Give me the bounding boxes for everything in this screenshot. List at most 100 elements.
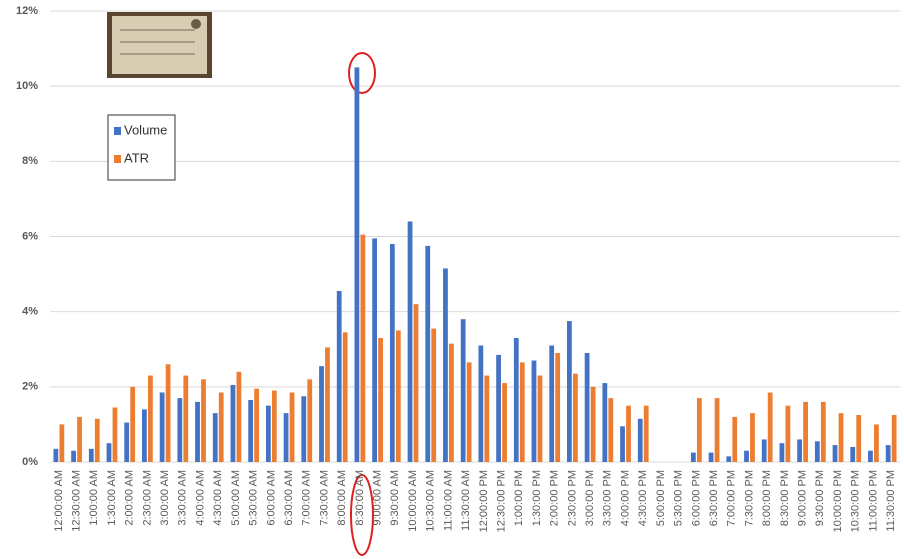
- x-tick-label: 4:00:00 PM: [619, 470, 631, 526]
- x-tick-label: 7:30:00 PM: [743, 470, 755, 526]
- bar: [201, 379, 206, 462]
- legend-label: Volume: [124, 122, 167, 137]
- bar: [112, 407, 118, 462]
- bar: [590, 386, 596, 462]
- bar: [620, 426, 625, 462]
- highlight-circle: [348, 52, 376, 94]
- bar: [195, 401, 200, 462]
- bar: [785, 405, 791, 462]
- bar: [407, 221, 413, 462]
- x-tick-label: 7:00:00 AM: [301, 470, 313, 526]
- bar: [271, 390, 277, 462]
- bar: [502, 383, 507, 462]
- y-tick-label: 10%: [16, 80, 38, 92]
- x-tick-label: 12:30:00 AM: [70, 470, 82, 532]
- bar: [874, 424, 879, 462]
- bar: [301, 396, 307, 462]
- y-tick-label: 4%: [22, 306, 38, 318]
- bar: [478, 345, 484, 462]
- y-tick-label: 2%: [22, 381, 38, 393]
- x-tick-label: 12:00:00 PM: [478, 470, 490, 532]
- bar: [425, 245, 431, 462]
- bar: [726, 456, 732, 462]
- x-tick-label: 8:30:00 PM: [779, 470, 791, 526]
- x-tick-label: 10:00:00 AM: [407, 470, 419, 532]
- bar: [732, 416, 738, 462]
- bar: [626, 405, 631, 462]
- bar: [814, 441, 820, 462]
- bar: [159, 392, 165, 462]
- x-tick-label: 11:30:00 AM: [460, 470, 472, 531]
- bar: [183, 375, 189, 462]
- bar: [325, 347, 330, 462]
- bar: [372, 238, 378, 462]
- x-tick-label: 3:30:00 PM: [602, 470, 614, 526]
- bar: [378, 337, 383, 462]
- x-tick-label: 2:30:00 PM: [566, 470, 578, 526]
- x-tick-label: 1:00:00 AM: [88, 470, 100, 526]
- x-tick-label: 5:00:00 AM: [230, 470, 242, 526]
- bar: [750, 413, 755, 462]
- legend-label: ATR: [124, 150, 149, 165]
- bar: [761, 439, 767, 462]
- bar: [77, 416, 82, 462]
- x-tick-label: 8:00:00 PM: [761, 470, 773, 526]
- x-tick-label: 6:00:00 AM: [265, 470, 277, 526]
- bar: [460, 319, 466, 462]
- x-tick-label: 2:00:00 PM: [549, 470, 561, 526]
- bar: [850, 446, 856, 462]
- bar: [832, 445, 838, 462]
- bar: [236, 371, 242, 462]
- bar: [336, 290, 342, 462]
- y-tick-label: 8%: [22, 155, 38, 167]
- bar: [885, 445, 891, 462]
- x-tick-label: 8:00:00 AM: [336, 470, 348, 526]
- bar: [696, 398, 702, 462]
- banknote-thumbnail: [107, 12, 212, 78]
- x-tick-label: 10:30:00 PM: [850, 470, 862, 532]
- bar: [602, 383, 608, 462]
- bar: [59, 424, 65, 462]
- x-tick-label: 11:00:00 AM: [442, 470, 454, 531]
- bar: [289, 392, 295, 462]
- x-tick-label: 6:30:00 AM: [283, 470, 295, 526]
- legend-swatch: [114, 127, 121, 135]
- x-tick-label: 1:00:00 PM: [513, 470, 525, 526]
- y-tick-label: 12%: [16, 5, 38, 17]
- y-tick-label: 6%: [22, 230, 38, 242]
- bar: [567, 321, 572, 462]
- x-tick-label: 12:00:00 AM: [53, 470, 65, 532]
- bar: [449, 343, 454, 462]
- bar: [537, 375, 543, 462]
- bar: [797, 439, 803, 462]
- legend-box: [107, 114, 176, 181]
- x-tick-label: 4:30:00 AM: [212, 470, 224, 526]
- x-tick-label: 2:30:00 AM: [141, 470, 153, 526]
- bar: [820, 401, 826, 462]
- bar: [165, 364, 171, 462]
- x-tick-label: 3:00:00 AM: [159, 470, 171, 526]
- bar: [690, 452, 696, 462]
- bar: [254, 388, 260, 462]
- x-tick-label: 4:00:00 AM: [194, 470, 206, 526]
- x-tick-label: 8:30:00 AM: [354, 470, 366, 526]
- bar: [572, 373, 578, 462]
- bar: [94, 418, 100, 462]
- bar: [130, 386, 136, 462]
- bar: [549, 345, 555, 462]
- bar: [319, 366, 324, 462]
- bar: [584, 353, 590, 462]
- bar: [708, 452, 714, 462]
- bar: [342, 332, 348, 462]
- bar: [531, 360, 537, 462]
- x-tick-label: 12:30:00 PM: [495, 470, 507, 532]
- x-tick-label: 6:00:00 PM: [690, 470, 702, 526]
- bar: [230, 384, 236, 462]
- bar: [637, 418, 643, 462]
- x-tick-label: 10:00:00 PM: [832, 470, 844, 532]
- bar: [608, 398, 614, 462]
- bar: [643, 405, 649, 462]
- x-tick-label: 11:30:00 PM: [885, 470, 897, 532]
- x-tick-label: 3:00:00 PM: [584, 470, 596, 526]
